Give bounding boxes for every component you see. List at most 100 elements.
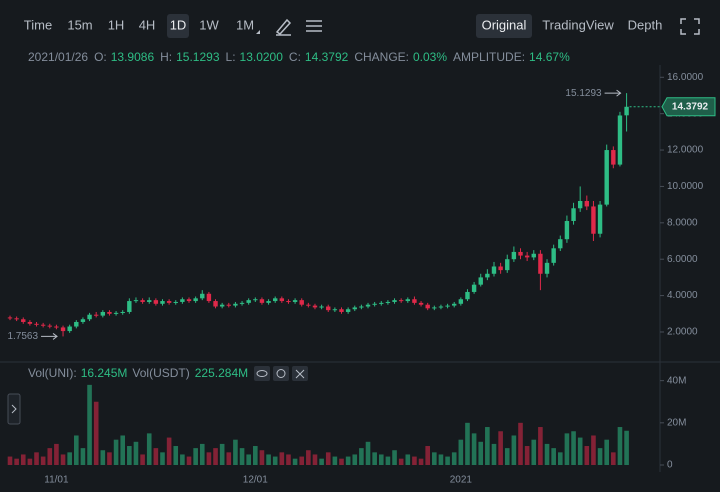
candle-body: [273, 298, 278, 302]
volume-bar: [551, 448, 556, 465]
x-tick-label: 11/01: [44, 475, 69, 486]
volume-name: Vol(UNI):: [28, 366, 77, 380]
candle-body: [27, 321, 33, 324]
draw-icon[interactable]: [275, 18, 292, 36]
volume-bar: [246, 454, 251, 465]
candle-body: [345, 309, 351, 312]
candle-body: [153, 300, 159, 304]
volume-bar: [392, 450, 397, 465]
gear[interactable]: [276, 369, 286, 378]
side-toggle-arrow[interactable]: [11, 404, 17, 414]
interval-button[interactable]: 1H: [108, 17, 125, 32]
volume-bar: [564, 433, 570, 465]
volume-bar: [611, 452, 616, 465]
candle-body: [372, 303, 377, 305]
volume-bar: [359, 448, 364, 465]
candle-body: [365, 304, 371, 307]
candle-body: [452, 303, 457, 306]
candle-body: [518, 251, 523, 256]
view-button[interactable]: TradingView: [542, 17, 614, 32]
info-value: 13.0200: [240, 50, 284, 64]
volume-bar: [292, 458, 298, 465]
volume-bar: [471, 433, 477, 465]
volume-bar: [352, 454, 358, 465]
volume-bar: [306, 450, 311, 465]
x-tick-label: 2021: [450, 475, 473, 486]
candle-body: [478, 277, 483, 285]
side-toggle[interactable]: [7, 393, 21, 425]
volume-bar: [107, 452, 112, 465]
y-tick-label: 8.0000: [667, 217, 698, 228]
volume-quote-value: 225.284M: [195, 366, 248, 380]
volume-bar: [286, 454, 291, 465]
interval-button[interactable]: 4H: [139, 17, 156, 32]
candle-body: [213, 301, 218, 307]
volume-bar: [259, 450, 265, 465]
info-value: 0.03%: [413, 50, 447, 64]
candle-body: [226, 304, 231, 306]
candle-body: [266, 301, 271, 303]
candle-body: [617, 115, 623, 165]
candle-body: [166, 301, 172, 303]
candle-body: [34, 323, 39, 325]
info-label: H:: [160, 50, 172, 64]
cross[interactable]: [295, 369, 305, 379]
volume-bar: [20, 454, 26, 465]
candle-body: [498, 266, 503, 271]
volume-bar: [365, 441, 371, 465]
candle-body: [558, 239, 563, 249]
interval-button[interactable]: 1W: [199, 17, 219, 32]
max-label: 15.1293: [565, 88, 602, 99]
volume-bar: [166, 437, 172, 465]
volume-bar: [213, 448, 218, 465]
candle-body: [127, 301, 132, 312]
volume-bar: [485, 427, 490, 465]
candle-body: [425, 304, 430, 309]
candle-body: [14, 318, 19, 320]
interval-button[interactable]: 1M: [236, 17, 254, 32]
pencil[interactable]: [275, 18, 292, 35]
interval-button[interactable]: 1D: [170, 17, 187, 32]
interval-button[interactable]: 15m: [67, 17, 92, 32]
candle-body: [312, 305, 318, 308]
volume-bar: [458, 439, 464, 465]
y-tick-label: 10.0000: [667, 181, 704, 192]
volume-bar: [153, 448, 159, 465]
volume-bar: [425, 446, 430, 465]
volume-bar: [584, 446, 590, 465]
eye[interactable]: [256, 370, 268, 377]
y-tick-label: 4.0000: [667, 290, 698, 301]
y-tick-label: 12.0000: [667, 145, 704, 156]
volume-bar: [67, 452, 72, 465]
volume-bar: [93, 401, 99, 465]
candle-body: [604, 150, 609, 205]
volume-bar: [378, 454, 384, 465]
candle-body: [292, 300, 298, 302]
fullscreen-icon[interactable]: [680, 18, 700, 35]
corners[interactable]: [680, 18, 700, 35]
volume-bar: [180, 454, 185, 465]
view-button[interactable]: Original: [482, 17, 527, 32]
settings-button[interactable]: [273, 366, 289, 381]
volume-bar: [54, 443, 59, 465]
volume-bar: [405, 454, 411, 465]
volume-bar: [345, 456, 351, 465]
eye-button[interactable]: [254, 366, 270, 381]
y-tick-label: 16.0000: [667, 72, 704, 83]
info-label: C:: [289, 50, 301, 64]
volume-bar: [199, 443, 205, 465]
candle-body: [438, 306, 444, 308]
max-arrow-head: [616, 89, 622, 97]
view-button[interactable]: Depth: [628, 17, 663, 32]
candle-body: [299, 300, 304, 305]
candle-body: [147, 300, 152, 302]
candle-body: [140, 300, 145, 302]
volume-bar: [451, 452, 457, 465]
candle-body: [193, 298, 198, 302]
volume-bar: [319, 458, 324, 465]
settings-icon[interactable]: [306, 20, 322, 32]
volume-bar: [518, 422, 523, 465]
interval-button[interactable]: Time: [24, 17, 52, 32]
candle-body: [60, 327, 66, 332]
